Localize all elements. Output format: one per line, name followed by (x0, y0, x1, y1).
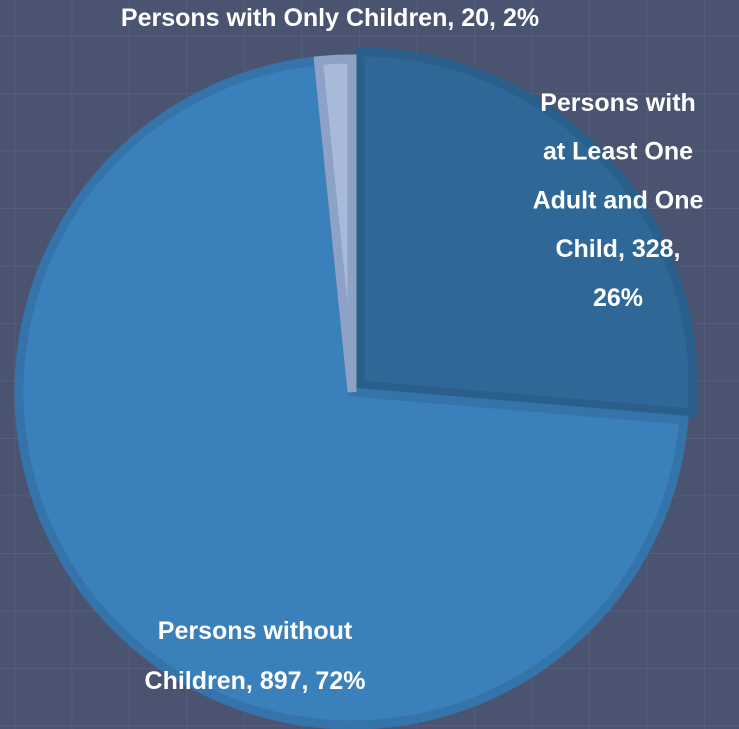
pie-slice (14, 55, 689, 729)
pie-slice (313, 54, 357, 393)
pie-slice (355, 47, 698, 418)
data-label: Persons with Only Children, 20, 2% (121, 4, 539, 32)
data-label: Persons with at Least One Adult and One Chi… (533, 89, 704, 312)
data-label: Persons without Children, 897, 72% (145, 617, 366, 695)
